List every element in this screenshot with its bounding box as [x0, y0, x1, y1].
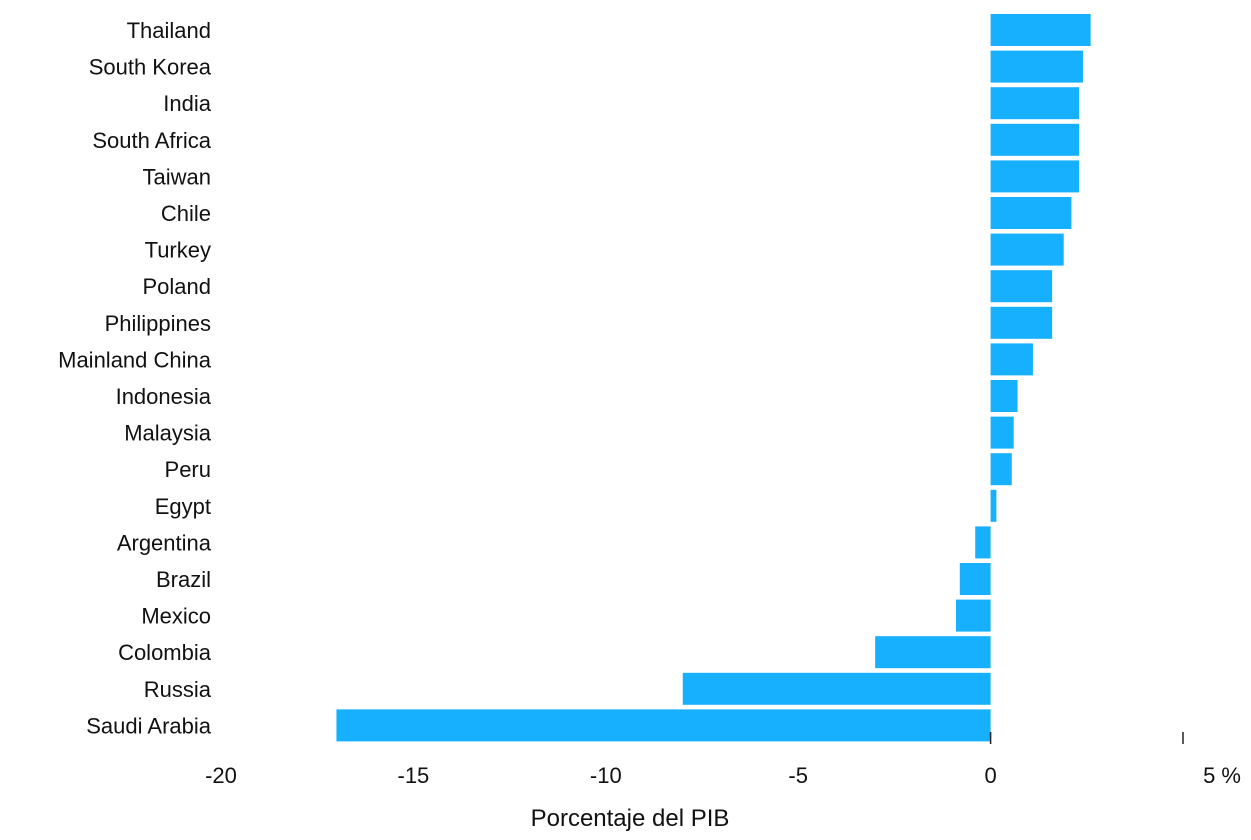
- category-label-saudi-arabia: Saudi Arabia: [86, 713, 212, 738]
- category-label-brazil: Brazil: [156, 567, 211, 592]
- bar-turkey: [990, 233, 1064, 266]
- category-label-taiwan: Taiwan: [143, 164, 211, 189]
- category-label-malaysia: Malaysia: [124, 421, 212, 446]
- category-label-argentina: Argentina: [117, 530, 212, 555]
- category-label-poland: Poland: [142, 274, 211, 299]
- bar-philippines: [990, 306, 1053, 339]
- category-label-mexico: Mexico: [141, 604, 211, 629]
- x-axis-title: Porcentaje del PIB: [531, 805, 730, 832]
- x-tick-label: 5 %: [1203, 763, 1241, 788]
- x-tick-label: -15: [398, 763, 430, 788]
- category-label-thailand: Thailand: [127, 18, 211, 43]
- bar-india: [990, 87, 1080, 120]
- bar-colombia: [875, 636, 991, 669]
- bar-south-korea: [990, 50, 1083, 83]
- category-label-turkey: Turkey: [145, 238, 211, 263]
- category-label-chile: Chile: [161, 201, 211, 226]
- category-label-south-africa: South Africa: [92, 128, 211, 153]
- bar-russia: [682, 672, 991, 705]
- category-labels: Thailand South Korea India South Africa Taiw…: [58, 18, 212, 738]
- bar-south-africa: [990, 123, 1080, 156]
- category-label-south-korea: South Korea: [89, 55, 212, 80]
- category-label-egypt: Egypt: [155, 494, 211, 519]
- bar-thailand: [990, 14, 1091, 46]
- category-label-colombia: Colombia: [118, 640, 212, 665]
- x-tick-label: -5: [788, 763, 808, 788]
- x-tick-label: 0: [984, 763, 996, 788]
- bar-saudi-arabia: [336, 709, 991, 742]
- bar-chile: [990, 197, 1072, 229]
- bar-egypt: [990, 489, 997, 522]
- bar-brazil: [959, 563, 991, 595]
- bar-mexico: [955, 599, 991, 632]
- x-tick-label: -10: [590, 763, 622, 788]
- bar-malaysia: [990, 416, 1014, 449]
- category-label-philippines: Philippines: [105, 311, 211, 336]
- bar-taiwan: [990, 160, 1080, 193]
- category-label-mainland-china: Mainland China: [58, 347, 212, 372]
- category-label-indonesia: Indonesia: [116, 384, 212, 409]
- category-label-peru: Peru: [165, 457, 211, 482]
- category-label-india: India: [163, 91, 211, 116]
- x-tick-label: -20: [205, 763, 237, 788]
- bar-indonesia: [990, 380, 1018, 412]
- bar-peru: [990, 453, 1012, 486]
- bars-group: [336, 14, 1091, 742]
- bar-poland: [990, 270, 1053, 303]
- category-label-russia: Russia: [144, 677, 212, 702]
- bar-mainland-china: [990, 343, 1033, 376]
- bar-argentina: [975, 526, 991, 559]
- x-axis: -20 -15 -10 -5 0 5 %: [205, 732, 1241, 788]
